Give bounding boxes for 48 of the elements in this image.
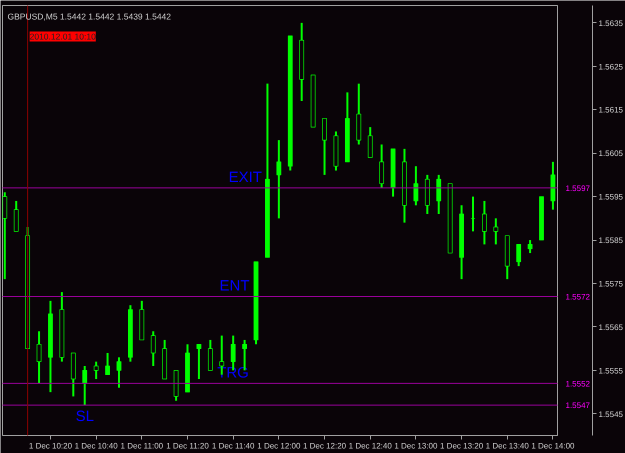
candlestick <box>94 360 99 380</box>
y-tick-label: 1.5575 <box>598 279 624 288</box>
x-tick-label: 1 Dec 13:20 <box>440 442 484 450</box>
annotation: SL <box>76 408 94 426</box>
x-tick-label: 1 Dec 10:40 <box>74 442 118 450</box>
ref-line-label: 1.5597 <box>566 184 591 193</box>
y-tick-label: 1.5635 <box>598 18 624 28</box>
y-tick-label: 1.5625 <box>598 62 624 72</box>
ref-line-label: 1.5552 <box>566 379 591 388</box>
candlestick <box>436 174 442 215</box>
candlestick <box>322 117 327 176</box>
candlestick <box>105 352 110 376</box>
x-tick-label: 1 Dec 11:20 <box>166 442 210 450</box>
x-tick-label: 1 Dec 12:00 <box>257 442 301 450</box>
x-tick-label: 1 Dec 10:20 <box>28 442 73 450</box>
x-tick-label: 1 Dec 14:00 <box>531 442 576 450</box>
x-tick-label: 1 Dec 13:00 <box>394 442 438 450</box>
candlestick <box>276 139 282 220</box>
candlestick <box>14 200 19 232</box>
y-tick-label: 1.5615 <box>598 106 624 115</box>
candlestick <box>36 330 42 384</box>
x-tick-label: 1 Dec 11:40 <box>212 442 256 450</box>
candlestick <box>196 343 202 380</box>
candlestick <box>413 165 418 206</box>
candlestick <box>493 217 498 246</box>
y-tick-label: 1.5565 <box>598 322 624 332</box>
ref-line-label: 1.5572 <box>566 292 591 302</box>
annotation: EXIT <box>228 168 262 186</box>
x-tick-label: 1 Dec 13:40 <box>486 442 530 450</box>
y-tick-label: 1.5585 <box>598 236 624 246</box>
ref-line-label: 2010.12.01 10:10 <box>30 32 96 42</box>
x-tick-label: 1 Dec 12:20 <box>302 442 347 450</box>
ref-line-label: 1.5547 <box>566 401 591 410</box>
candlestick <box>482 200 487 246</box>
candlestick <box>516 243 522 268</box>
y-tick-label: 1.5545 <box>598 410 624 419</box>
candlestick <box>528 239 532 254</box>
candlestick <box>379 143 384 189</box>
y-tick-label: 1.5555 <box>598 366 624 376</box>
y-tick-label: 1.5595 <box>598 192 624 202</box>
candlestick <box>150 330 156 368</box>
x-tick-label: 1 Dec 11:00 <box>120 442 164 450</box>
annotation: ENT <box>219 278 250 295</box>
candlestick <box>208 338 213 372</box>
candlestick <box>116 356 122 389</box>
y-tick-label: 1.5605 <box>598 149 624 158</box>
x-tick-label: 1 Dec 12:40 <box>348 442 392 450</box>
candlestick <box>368 126 373 159</box>
